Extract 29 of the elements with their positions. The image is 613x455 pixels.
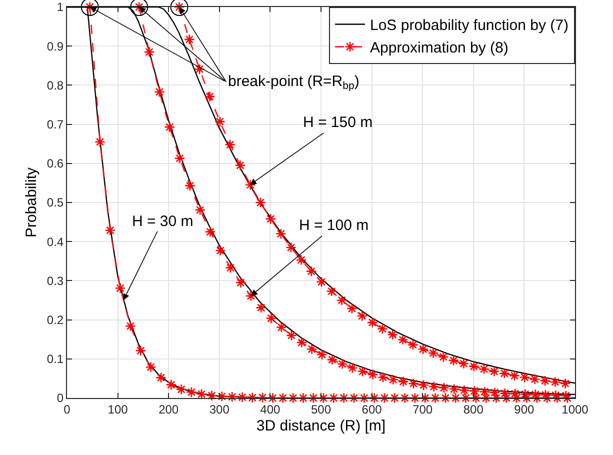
y-tick-label: 0.9 (46, 39, 64, 54)
y-tick-label: 0.6 (46, 156, 64, 171)
legend-label: LoS probability function by (7) (370, 17, 568, 34)
y-tick-label: 0.5 (46, 196, 64, 210)
y-tick-label: 0.3 (46, 274, 64, 288)
x-tick-label: 600 (362, 402, 382, 416)
y-tick-label: 1 (56, 0, 64, 14)
x-tick-label: 900 (514, 402, 535, 416)
x-tick-label: 400 (260, 402, 281, 416)
annotation: H = 100 m (299, 217, 369, 234)
y-tick-label: 0.7 (46, 118, 64, 132)
annotation: H = 150 m (303, 114, 373, 131)
x-tick-label: 1000 (562, 402, 589, 416)
x-axis-title: 3D distance (R) [m] (256, 417, 386, 434)
x-tick-label: 300 (209, 402, 230, 416)
x-tick-label: 200 (158, 402, 179, 416)
y-tick-label: 0.2 (46, 313, 64, 327)
y-axis-title: Probability (23, 166, 40, 238)
y-tick-label: 0.8 (46, 78, 64, 92)
y-tick-label: 0.1 (46, 352, 64, 366)
annotation: H = 30 m (132, 213, 194, 230)
x-tick-label: 500 (310, 402, 332, 416)
x-tick-label: 800 (463, 402, 484, 416)
x-tick-label: 700 (412, 402, 433, 416)
y-tick-label: 0.4 (46, 234, 64, 249)
annotation: break-point (R=R$_{bp}$) (228, 73, 360, 92)
legend-label: Approximation by (8) (370, 40, 508, 57)
y-tick-label: 0 (56, 391, 64, 406)
x-tick-label: 100 (108, 402, 128, 416)
